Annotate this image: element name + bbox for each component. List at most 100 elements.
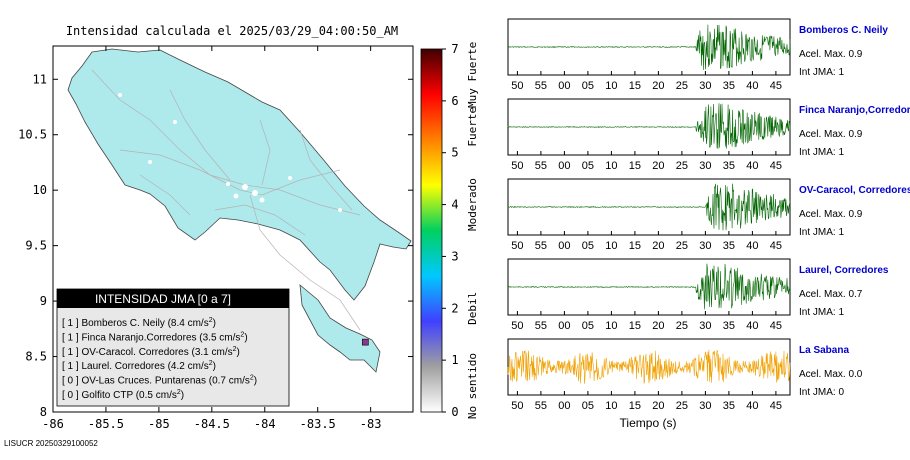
legend-row-text: Laurel. Corredores (4.2 cm/s [81, 361, 208, 372]
station-marker [362, 338, 369, 346]
station-name: La Sabana [799, 345, 849, 356]
town-marker [288, 176, 292, 180]
seismogram-trace [507, 24, 791, 71]
seismogram-panel: 50 55 00 05 10 15 20 25 30 35 40 45 Bomberos C. Neil… [507, 18, 888, 92]
colorbar-tick-label: 2 [451, 301, 458, 315]
town-marker [338, 208, 342, 212]
map-y-tick-label: 9 [40, 294, 47, 308]
colorbar-tick-label: 5 [451, 146, 458, 160]
seismogram-panel: 50 55 00 05 10 15 20 25 30 35 40 45 La Sabana Acel. M… [507, 338, 863, 412]
seismogram-tick-label: 25 [676, 400, 688, 412]
seismogram-tick-label: 20 [652, 80, 664, 92]
seismogram-tick-label: 10 [605, 400, 617, 412]
legend-box [56, 288, 290, 407]
station-int: Int JMA: 1 [799, 67, 844, 78]
seismogram-tick-label: 25 [676, 320, 688, 332]
station-acel: Acel. Max. 0.9 [799, 129, 863, 140]
seismogram-tick-label: 00 [558, 240, 570, 252]
map-x-tick-label: -84 [254, 417, 276, 431]
station-name: Laurel, Corredores [799, 265, 889, 276]
colorbar-ticks: 0 1 2 3 4 5 6 7 [442, 42, 459, 419]
legend-row-level: [ 0 ] [62, 376, 81, 387]
map-y-tick-label: 10.5 [18, 128, 47, 142]
legend-row: [ 1 ] Finca Naranjo.Corredores (3.5 cm/s… [62, 331, 248, 343]
seismogram-tick-label: 50 [511, 400, 523, 412]
map-x-axis: -86 -85.5 -85 -84.5 -84 -83.5 -83 [42, 46, 381, 431]
colorbar-tick-label: 7 [451, 42, 458, 56]
seismogram-tick-label: 40 [746, 400, 758, 412]
seismogram-tick-label: 50 [511, 80, 523, 92]
colorbar-tick-label: 3 [451, 249, 458, 263]
seismogram-tick-label: 45 [770, 400, 782, 412]
seismogram-xlabel: Tiempo (s) [620, 416, 677, 430]
legend-row-sup: 2 [177, 389, 181, 396]
station-int: Int JMA: 0 [799, 387, 844, 398]
road-line [214, 204, 306, 236]
legend-row-text: OV-Caracol. Corredores (3.1 cm/s [81, 347, 232, 358]
seismogram-tick-label: 40 [746, 320, 758, 332]
legend-row: [ 0 ] OV-Las Cruces. Puntarenas (0.7 cm/… [62, 375, 257, 387]
map-x-tick-label: -83.5 [300, 417, 336, 431]
legend-row-close: ) [181, 390, 184, 401]
seismogram-tick-label: 40 [746, 80, 758, 92]
seismogram-tick-label: 55 [535, 320, 547, 332]
seismogram-tick-label: 30 [699, 240, 711, 252]
seismogram-tick-label: 40 [746, 240, 758, 252]
seismogram-tick-label: 55 [535, 400, 547, 412]
seismogram-tick-label: 35 [723, 160, 735, 172]
town-marker [173, 120, 177, 124]
town-marker [328, 288, 332, 292]
station-acel: Acel. Max. 0.9 [799, 49, 863, 60]
map-x-tick-label: -85 [148, 417, 170, 431]
station-int: Int JMA: 1 [799, 227, 844, 238]
station-int: Int JMA: 1 [799, 307, 844, 318]
seismogram-tick-label: 15 [629, 240, 641, 252]
station-int: Int JMA: 1 [799, 147, 844, 158]
town-marker [233, 193, 239, 199]
station-acel: Acel. Max. 0.0 [799, 369, 863, 380]
map-x-tick-label: -85.5 [88, 417, 124, 431]
seismogram-tick-label: 50 [511, 240, 523, 252]
land-osa-peninsula [299, 284, 381, 373]
legend-row-level: [ 1 ] [62, 318, 81, 329]
seismogram-tick-label: 00 [558, 160, 570, 172]
legend-rows: [ 1 ] Bomberos C. Neily (8.4 cm/s2)[ 1 ]… [62, 317, 257, 401]
legend-row: [ 1 ] Laurel. Corredores (4.2 cm/s2) [62, 360, 216, 372]
seismogram-tick-label: 40 [746, 160, 758, 172]
seismogram-tick-label: 45 [770, 240, 782, 252]
road-line [119, 149, 341, 196]
seismogram-tick-label: 05 [582, 160, 594, 172]
colorbar-tick-label: 1 [451, 353, 458, 367]
legend-row-sup: 2 [209, 317, 213, 324]
station-acel: Acel. Max. 0.7 [799, 289, 863, 300]
colorbar-category-label: Debil [466, 292, 479, 325]
town-marker [242, 184, 248, 190]
town-markers [118, 93, 342, 292]
road-line [249, 194, 361, 331]
legend-row-text: OV-Las Cruces. Puntarenas (0.7 cm/s [81, 376, 249, 387]
seismogram-tick-label: 25 [676, 240, 688, 252]
seismogram-tick-label: 30 [699, 160, 711, 172]
seismogram-tick-label: 00 [558, 320, 570, 332]
seismogram-tick-label: 20 [652, 400, 664, 412]
seismogram-tick-label: 45 [770, 80, 782, 92]
station-acel: Acel. Max. 0.9 [799, 209, 863, 220]
seismogram-trace [507, 183, 791, 231]
legend-row-sup: 2 [240, 331, 244, 338]
legend-row: [ 0 ] Golfito CTP (0.5 cm/s2) [62, 389, 184, 401]
town-marker [226, 182, 230, 186]
station-marker-square [362, 338, 369, 346]
seismogram-tick-label: 55 [535, 80, 547, 92]
legend-row-sup: 2 [233, 346, 237, 353]
seismogram-tick-label: 55 [535, 240, 547, 252]
colorbar-category-label: Muy Fuerte [466, 42, 479, 108]
map-y-axis: 8 8.5 9 9.5 10 10.5 11 [18, 72, 413, 419]
seismogram-panel: 50 55 00 05 10 15 20 25 30 35 40 45 OV-Caracol, Corr… [507, 178, 910, 252]
map-x-tick-label: -83 [360, 417, 382, 431]
seismogram-tick-label: 15 [629, 160, 641, 172]
map-y-tick-label: 11 [33, 72, 47, 86]
legend-row: [ 1 ] Bomberos C. Neily (8.4 cm/s2) [62, 317, 216, 329]
station-name: Finca Naranjo,Corredores [799, 105, 910, 116]
